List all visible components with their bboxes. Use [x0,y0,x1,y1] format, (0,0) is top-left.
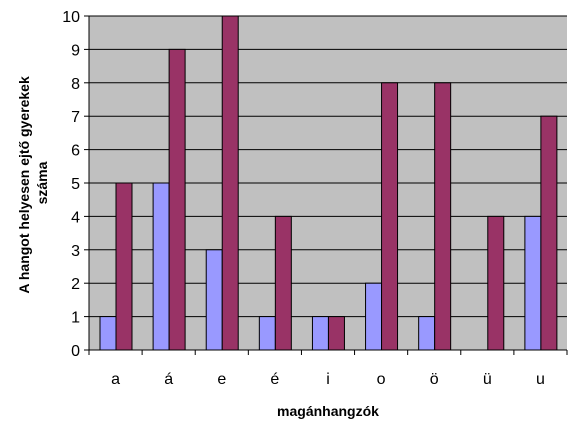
bar-series2-5 [381,82,399,351]
x-tick-label: a [111,371,120,388]
x-tick-label: é [270,371,279,388]
axes [84,15,568,355]
y-tick-label: 6 [71,143,80,160]
y-tick-label: 7 [71,109,80,126]
bar-series1-2 [205,249,223,351]
bar-series2-0 [115,182,133,351]
bar-series1-3 [258,316,276,351]
x-axis-title: magánhangzók [277,403,379,419]
y-tick-label: 9 [71,42,80,59]
y-axis-title: A hangot helyesen ejtő gyerekek száma [16,72,50,293]
x-tick-label: o [377,371,386,388]
y-tick-label: 1 [71,310,80,327]
bar-series2-3 [274,215,292,351]
x-tick-label: e [217,371,226,388]
y-tick-label: 2 [71,276,80,293]
bar-series2-1 [168,48,186,351]
bar-series2-7 [487,215,505,351]
bar-series1-8 [524,215,542,351]
x-tick-label: i [326,371,330,388]
y-tick-label: 0 [71,343,80,360]
y-tick-labels: 0 1 2 3 4 5 6 7 8 9 10 [62,9,80,360]
y-tick-label: 3 [71,243,80,260]
y-tick-label: 4 [71,209,80,226]
bar-series2-6 [434,82,452,351]
bar-series1-6 [418,316,436,351]
y-tick-label: 5 [71,176,80,193]
y-axis-title-line2: száma [34,161,50,204]
y-axis-title-line1: A hangot helyesen ejtő gyerekek [16,76,32,294]
y-tick-label: 10 [62,9,80,26]
x-tick-label: á [164,371,173,388]
bar-series1-4 [311,316,329,351]
y-tick-label: 8 [71,76,80,93]
bar-series1-5 [365,282,383,351]
bar-series2-4 [327,316,345,351]
x-tick-label: ö [430,371,439,388]
bar-series2-2 [221,15,239,351]
x-tick-label: u [536,371,545,388]
bar-series2-8 [540,115,558,351]
bar-series1-1 [152,182,170,351]
bar-series1-0 [99,316,117,351]
x-tick-label: ü [483,371,492,388]
bars [99,15,558,351]
